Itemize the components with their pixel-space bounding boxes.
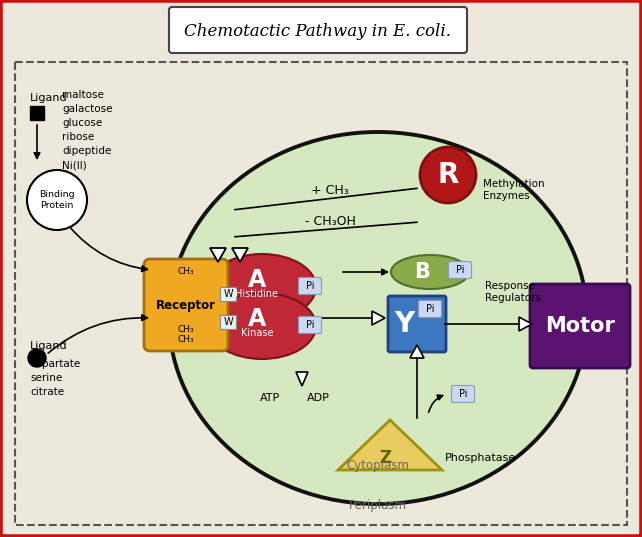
Polygon shape [338, 420, 442, 470]
Polygon shape [410, 345, 424, 358]
Text: Binding
Protein: Binding Protein [39, 190, 75, 210]
Text: Z: Z [379, 449, 391, 467]
Text: Receptor: Receptor [156, 299, 216, 311]
Text: Pi: Pi [456, 265, 464, 275]
FancyBboxPatch shape [299, 278, 322, 294]
FancyBboxPatch shape [449, 262, 471, 279]
Polygon shape [372, 311, 385, 325]
Text: A: A [248, 307, 266, 331]
Text: CH₃: CH₃ [178, 324, 195, 333]
Text: Y: Y [394, 310, 414, 338]
Text: Methylation
Enzymes: Methylation Enzymes [483, 179, 544, 201]
Text: CH₃: CH₃ [178, 266, 195, 275]
Text: + CH₃: + CH₃ [311, 184, 349, 197]
Text: ADP: ADP [307, 393, 329, 403]
Text: Chemotactic Pathway in E. coli.: Chemotactic Pathway in E. coli. [184, 23, 451, 40]
Text: Ligand: Ligand [30, 93, 67, 103]
Bar [220, 315, 236, 329]
Text: Response
Regulators: Response Regulators [485, 281, 541, 303]
Text: Histidine: Histidine [236, 289, 279, 299]
Text: ATP: ATP [260, 393, 280, 403]
Text: R: R [437, 161, 458, 189]
Ellipse shape [208, 293, 316, 359]
Text: maltose
galactose
glucose
ribose
dipeptide
Ni(II): maltose galactose glucose ribose dipepti… [62, 90, 112, 170]
Polygon shape [519, 317, 532, 331]
FancyBboxPatch shape [419, 301, 442, 317]
Text: - CH₃OH: - CH₃OH [304, 215, 356, 228]
Text: A: A [248, 268, 266, 292]
Text: W: W [223, 317, 233, 327]
Text: Periplasm: Periplasm [349, 498, 407, 512]
Text: W: W [223, 289, 233, 299]
Text: Pi: Pi [426, 304, 434, 314]
FancyBboxPatch shape [530, 284, 630, 368]
Text: aspartate
serine
citrate: aspartate serine citrate [30, 359, 80, 397]
Ellipse shape [169, 132, 587, 504]
FancyBboxPatch shape [144, 259, 228, 351]
Bar [30, 106, 44, 120]
Text: Pi: Pi [459, 389, 467, 399]
Text: Ligand: Ligand [30, 341, 67, 351]
Ellipse shape [391, 255, 469, 289]
Polygon shape [232, 248, 248, 262]
Circle shape [28, 349, 46, 367]
FancyBboxPatch shape [388, 296, 446, 352]
Text: Phosphatase: Phosphatase [445, 453, 516, 463]
Bar [15, 62, 627, 525]
Text: B: B [414, 262, 430, 282]
Text: CH₃: CH₃ [178, 335, 195, 344]
Text: Pi: Pi [306, 320, 314, 330]
Ellipse shape [208, 254, 316, 320]
Text: Kinase: Kinase [241, 328, 273, 338]
Text: Pi: Pi [306, 281, 314, 291]
Text: Motor: Motor [545, 316, 615, 336]
Text: Cytoplasm: Cytoplasm [347, 459, 410, 471]
Polygon shape [210, 248, 226, 262]
FancyBboxPatch shape [299, 316, 322, 333]
Circle shape [420, 147, 476, 203]
Circle shape [27, 170, 87, 230]
Bar [220, 287, 236, 301]
FancyBboxPatch shape [169, 7, 467, 53]
FancyBboxPatch shape [451, 386, 474, 403]
Polygon shape [296, 372, 308, 386]
